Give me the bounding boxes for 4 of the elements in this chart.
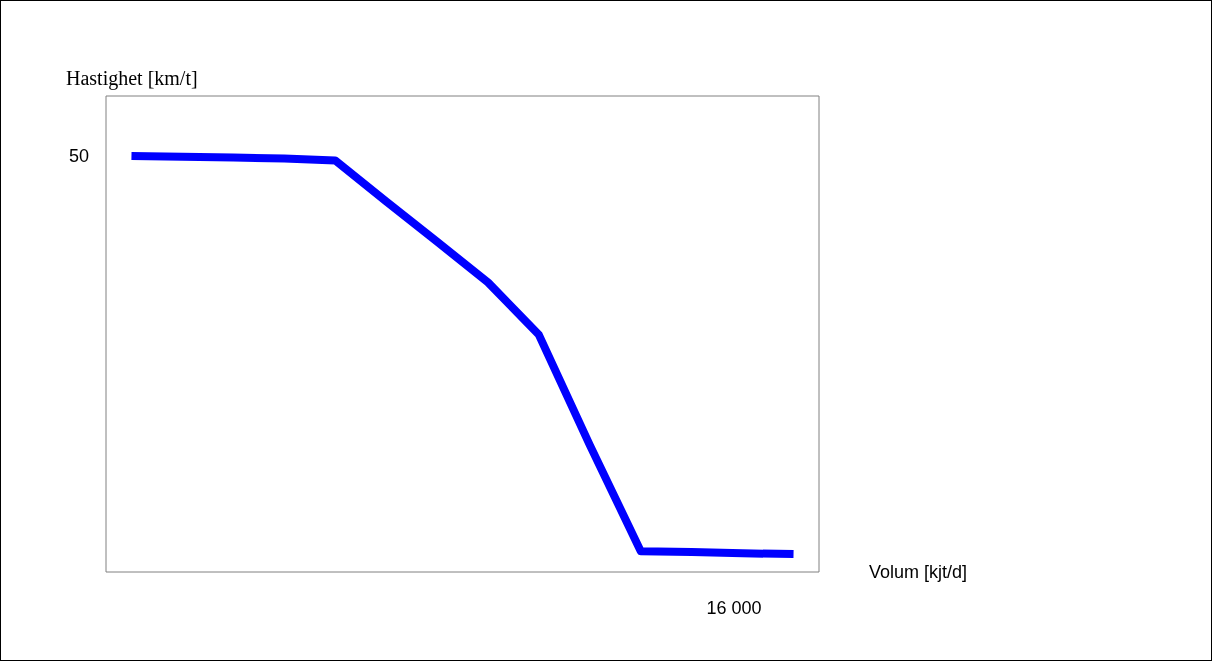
text: 50 [68,146,89,166]
text: 16 000 [706,598,762,618]
x-axis-title: Volum [kjt/d] [869,562,968,582]
y-axis-title: Hastighet [km/t] [66,67,198,90]
